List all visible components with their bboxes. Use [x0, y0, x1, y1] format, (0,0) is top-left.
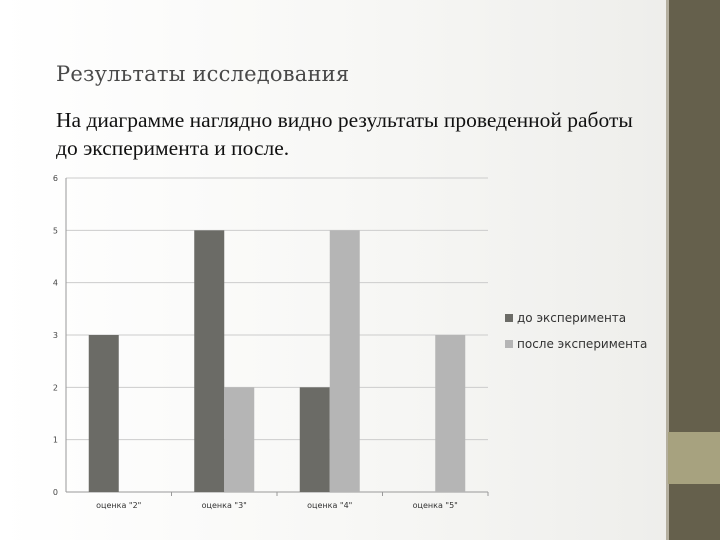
x-category-label: оценка "5" — [413, 501, 458, 510]
legend-swatch — [505, 340, 513, 348]
legend-swatch — [505, 314, 513, 322]
x-category-label: оценка "4" — [307, 501, 352, 510]
bar-after — [224, 387, 255, 492]
y-tick-label: 1 — [53, 436, 58, 445]
y-tick-label: 2 — [53, 383, 58, 392]
slide-body-text: На диаграмме наглядно видно результаты п… — [56, 108, 633, 160]
side-decor-accent — [668, 432, 720, 484]
bar-after — [435, 335, 466, 492]
x-category-label: оценка "3" — [202, 501, 247, 510]
y-tick-label: 5 — [53, 226, 58, 235]
bar-after — [329, 230, 360, 493]
y-tick-label: 0 — [53, 488, 58, 497]
x-category-label: оценка "2" — [96, 501, 141, 510]
legend-label: до эксперимента — [517, 311, 626, 325]
bar-before — [299, 387, 330, 492]
side-decor-strip — [666, 0, 669, 540]
bar-before — [88, 335, 119, 492]
slide-title: Результаты исследования — [56, 62, 350, 86]
y-tick-label: 6 — [53, 174, 58, 183]
legend-label: после эксперимента — [517, 337, 647, 351]
y-tick-label: 3 — [53, 331, 58, 340]
y-tick-label: 4 — [53, 279, 58, 288]
bar-before — [194, 230, 225, 493]
